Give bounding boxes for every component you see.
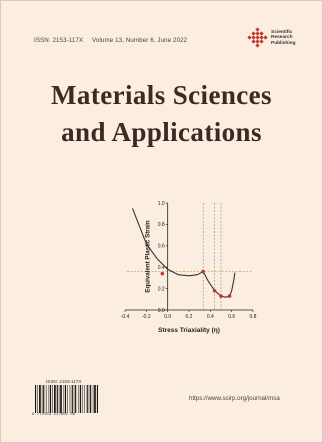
barcode-label: ISSN: 2153-117X	[46, 379, 82, 384]
x-tick-label: 0.2	[186, 314, 193, 320]
barcode-block: ISSN: 2153-117X 9 772153 117002 06	[32, 379, 118, 419]
x-tick-label: 0.6	[228, 314, 235, 320]
series-line	[131, 208, 236, 298]
publisher-name: Scientific Research Publishing	[271, 30, 296, 46]
data-point	[227, 294, 232, 298]
publisher-line: Publishing	[271, 40, 296, 46]
data-point	[201, 269, 205, 274]
publisher-logo-icon	[247, 27, 268, 48]
x-tick-label: 0.0	[164, 314, 171, 320]
journal-url: https://www.scirp.org/journal/msa	[189, 395, 280, 402]
data-point	[212, 288, 217, 293]
y-tick-label: 0.0	[158, 308, 165, 314]
cover-figure: -0.4 -0.2 0.0 0.2 0.4 0.6 0.8 0.0 0.2 0.4 0.6 0.8 1.…	[87, 193, 263, 336]
publisher-block: Scientific Research Publishing	[247, 27, 307, 51]
chart: -0.4 -0.2 0.0 0.2 0.4 0.6 0.8 0.0 0.2 0.4 0.6 0.8 1.…	[121, 201, 257, 334]
title-line: Materials Sciences	[51, 80, 272, 110]
y-tick-label: 0.2	[158, 286, 165, 292]
issn-text: ISSN: 2153-117X	[34, 37, 84, 44]
x-tick-label: -0.4	[121, 314, 130, 320]
x-axis-label: Stress Triaxiality (η)	[158, 327, 220, 334]
x-tick-label: 0.8	[250, 314, 257, 320]
y-tick-label: 0.8	[158, 222, 165, 228]
journal-title: Materials Sciences and Applications	[1, 77, 322, 151]
y-tick-label: 0.4	[158, 265, 165, 271]
y-tick-label: 0.6	[158, 244, 165, 250]
data-point	[160, 271, 165, 276]
x-tick-label: -0.2	[142, 314, 151, 320]
y-axis-label: Equivalent Plastic Strain	[145, 220, 152, 292]
x-tick-label: 0.4	[207, 314, 214, 320]
data-point	[219, 294, 223, 298]
title-line: and Applications	[61, 117, 262, 147]
barcode-digits: 9 772153 117002 06	[32, 413, 76, 417]
volume-info: Volume 13, Number 6, June 2022	[92, 37, 188, 44]
publisher-line: Scientific	[271, 30, 293, 35]
y-tick-label: 1.0	[158, 201, 165, 207]
barcode-icon	[35, 385, 98, 413]
header-info: ISSN: 2153-117X Volume 13, Number 6, Jun…	[34, 37, 194, 44]
publisher-line: Research	[271, 35, 293, 41]
